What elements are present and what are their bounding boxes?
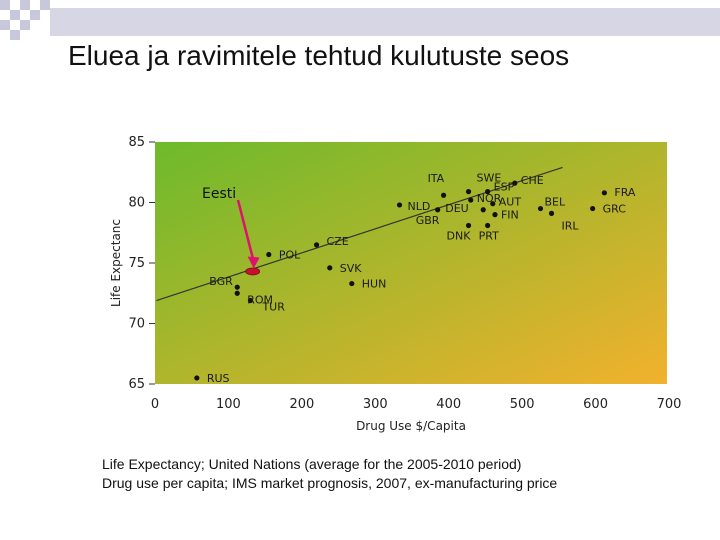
slide-corner-decoration (0, 0, 720, 40)
data-point (327, 265, 333, 271)
x-tick-label: 0 (151, 397, 159, 412)
y-tick-label: 70 (128, 317, 145, 332)
point-label: GBR (416, 214, 440, 227)
point-label: ITA (428, 172, 445, 185)
corner-squares (0, 0, 50, 40)
point-label: NLD (408, 200, 431, 213)
point-label: PRT (479, 229, 499, 242)
data-point (194, 375, 200, 381)
data-point (465, 189, 472, 195)
x-tick-label: 400 (436, 397, 461, 412)
annotation-arrow-shaft (236, 199, 255, 262)
point-label: FIN (501, 209, 519, 222)
plot-area (155, 142, 667, 384)
y-tick-label: 65 (128, 377, 145, 392)
data-point-eesti (245, 267, 261, 276)
y-axis-label: Life Expectanc (109, 219, 123, 307)
point-label: IRL (562, 219, 580, 232)
x-axis-label: Drug Use $/Capita (356, 419, 466, 433)
slide-title: Eluea ja ravimitele tehtud kulutuste seo… (68, 40, 570, 71)
data-point (485, 189, 491, 195)
data-point (465, 222, 472, 229)
data-point (234, 284, 240, 290)
x-tick-label: 200 (289, 397, 314, 412)
point-label: RUS (207, 372, 230, 385)
annotation-eesti: Eesti (202, 186, 236, 202)
footnote-life-expectancy: Life Expectancy; United Nations (average… (102, 456, 522, 472)
data-point (590, 205, 596, 212)
data-point (266, 251, 272, 258)
point-label: CZE (327, 235, 349, 248)
x-tick-label: 700 (657, 397, 682, 412)
x-tick-label: 300 (363, 397, 388, 412)
data-point (247, 297, 254, 304)
point-label: TUR (261, 301, 285, 314)
point-label: SWE (477, 172, 502, 185)
trendline (156, 166, 563, 302)
y-tick-label: 80 (128, 196, 145, 211)
footnote-drug-use: Drug use per capita; IMS market prognosi… (102, 475, 558, 491)
point-label: NOR (477, 192, 502, 205)
data-point (440, 192, 447, 198)
x-tick-label: 500 (510, 397, 535, 412)
point-label: DEU (445, 202, 468, 215)
data-point (234, 290, 240, 296)
header-band (50, 8, 720, 36)
point-label: POL (279, 249, 301, 262)
data-point (313, 242, 320, 248)
data-point (548, 210, 555, 216)
point-label: GRC (603, 203, 627, 216)
data-point (396, 202, 403, 208)
point-label: DNK (447, 229, 472, 242)
point-label: ESP (494, 181, 515, 194)
data-point (485, 222, 491, 229)
y-tick-label: 85 (128, 135, 145, 150)
y-tick-label: 75 (128, 256, 145, 271)
point-label: ROM (247, 293, 273, 306)
data-point (468, 197, 474, 203)
data-point (435, 207, 441, 213)
data-point (537, 205, 544, 212)
data-point (601, 190, 607, 196)
point-label: FRA (614, 186, 636, 199)
point-label: BGR (209, 275, 233, 288)
data-point (492, 212, 498, 218)
point-label: AUT (499, 196, 522, 209)
point-label: BEL (545, 196, 566, 209)
point-label: CHE (521, 174, 544, 187)
data-point (480, 207, 486, 213)
data-point (349, 280, 355, 287)
x-tick-label: 600 (583, 397, 608, 412)
data-point (512, 180, 518, 186)
annotation-arrow-head (247, 256, 260, 269)
point-label: SVK (340, 262, 363, 275)
point-label: HUN (362, 278, 387, 291)
data-point (490, 201, 496, 207)
x-tick-label: 100 (216, 397, 241, 412)
